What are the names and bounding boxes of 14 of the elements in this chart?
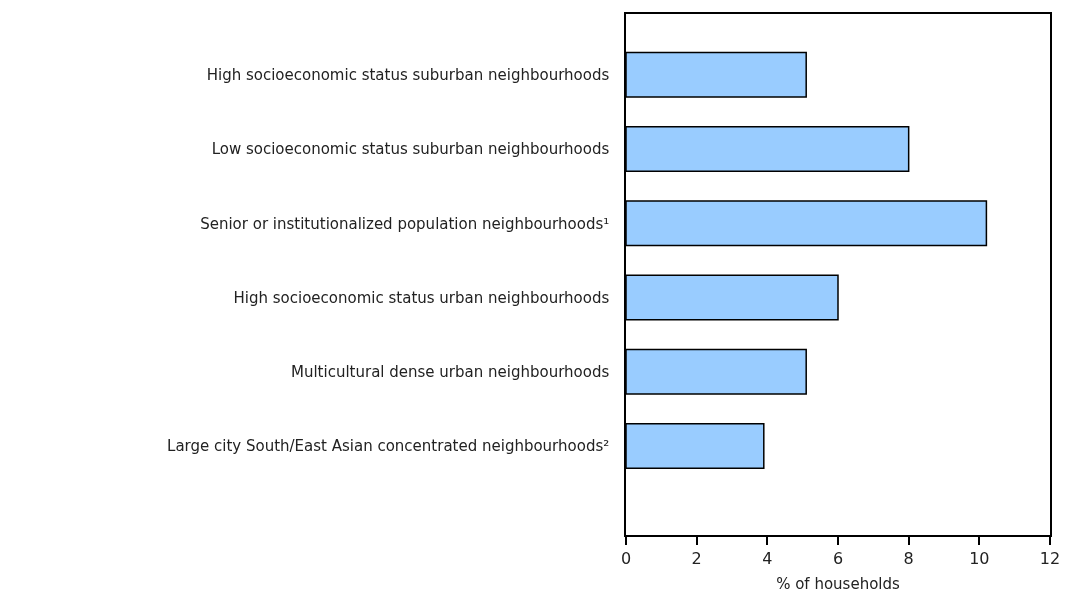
y-tick-label: High socioeconomic status suburban neighbourhoods — [206, 66, 610, 85]
x-tick-label: 4 — [762, 548, 773, 568]
x-tick-label: 8 — [903, 548, 914, 568]
y-tick-label: Multicultural dense urban neighbourhoods — [291, 362, 610, 381]
x-axis-title: % of households — [776, 575, 901, 594]
y-tick-label: Low socioeconomic status suburban neighbourhoods — [211, 140, 610, 159]
x-tick-label: 12 — [1039, 548, 1061, 568]
y-tick-label: High socioeconomic status urban neighbourhoods — [233, 288, 610, 307]
y-tick-label: Senior or institutionalized population neighbourhoods¹ — [200, 214, 610, 233]
y-tick-label: Large city South/East Asian concentrated neighbourhoods² — [167, 437, 610, 456]
x-tick-label: 2 — [691, 548, 702, 568]
x-tick-label: 10 — [969, 548, 990, 568]
x-tick-label: 6 — [832, 548, 844, 568]
x-tick-label: 0 — [620, 548, 632, 568]
